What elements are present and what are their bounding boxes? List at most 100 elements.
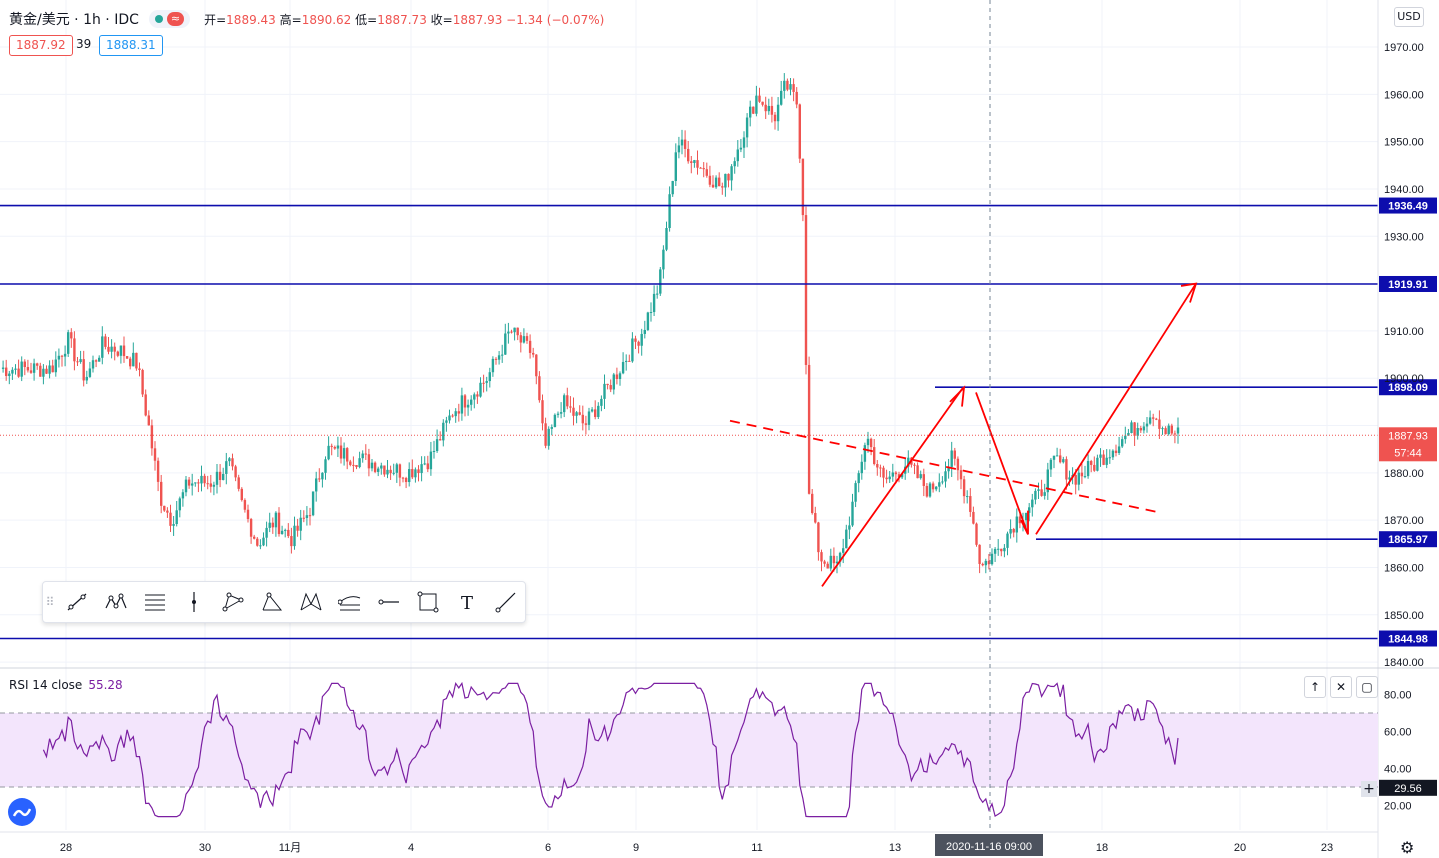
- ohlc-readout: 开=1889.43 高=1890.62 低=1887.73 收=1887.93 …: [204, 11, 604, 28]
- trend-line-icon[interactable]: [57, 583, 96, 621]
- level-label: 1865.97: [1388, 534, 1428, 546]
- currency-button[interactable]: USD: [1394, 7, 1424, 27]
- candle-body: [491, 358, 495, 373]
- close-pane-icon[interactable]: ✕: [1330, 676, 1352, 698]
- candle-body: [733, 161, 736, 167]
- fib-icon[interactable]: [135, 583, 174, 621]
- time-tick-label: 28: [60, 842, 72, 854]
- candle-body: [699, 167, 702, 169]
- candle-body: [1040, 489, 1043, 496]
- candle-body: [832, 555, 836, 564]
- pattern-icon[interactable]: [96, 583, 135, 621]
- candle-body: [141, 369, 144, 395]
- market-status[interactable]: ≈: [148, 10, 191, 28]
- candle-body: [789, 84, 792, 90]
- candle-body: [79, 359, 82, 362]
- horizontal-ray-icon[interactable]: [369, 583, 408, 621]
- candle-body: [637, 341, 640, 346]
- candle-body: [969, 496, 972, 512]
- candle-body: [581, 414, 584, 424]
- candle-body: [311, 491, 315, 516]
- time-tick-label: 13: [889, 842, 901, 854]
- candle-body: [63, 353, 67, 357]
- rsi-legend[interactable]: RSI 14 close 55.28: [9, 678, 123, 692]
- candle-body: [643, 329, 646, 334]
- candle-body: [1111, 450, 1115, 458]
- symbol-title[interactable]: 黄金/美元 · 1h · IDC: [9, 12, 139, 28]
- rsi-tick-label: 20.00: [1384, 801, 1412, 813]
- candle-body: [48, 365, 51, 374]
- fib-fan-icon[interactable]: [330, 583, 369, 621]
- add-level-icon[interactable]: +: [1361, 781, 1377, 797]
- candle-body: [339, 445, 343, 459]
- candle-body: [944, 471, 947, 482]
- rsi-tick-label: 60.00: [1384, 727, 1412, 739]
- candle-body: [556, 413, 560, 415]
- candle-body: [711, 184, 715, 188]
- candle-body: [67, 332, 70, 354]
- candle-body: [742, 137, 746, 148]
- rsi-line: [42, 681, 1179, 818]
- candle-body: [432, 450, 436, 452]
- candle-body: [85, 376, 88, 381]
- abcd-icon[interactable]: [252, 583, 291, 621]
- candle-body: [228, 458, 231, 462]
- move-up-icon[interactable]: ↑: [1304, 676, 1326, 698]
- candle-body: [451, 415, 454, 417]
- xabcd-icon[interactable]: [291, 583, 330, 621]
- candle-body: [780, 90, 783, 105]
- maximize-pane-icon[interactable]: ▢: [1356, 676, 1378, 698]
- candle-body: [1108, 457, 1111, 459]
- rectangle-icon[interactable]: [408, 583, 447, 621]
- candle-body: [1068, 477, 1071, 480]
- candle-body: [798, 104, 801, 159]
- bid-price-box[interactable]: 1887.92: [9, 35, 73, 56]
- candle-body: [1105, 457, 1108, 465]
- candle-body: [792, 84, 795, 92]
- text-icon[interactable]: T: [447, 583, 486, 621]
- price-tick-label: 1970.00: [1384, 42, 1424, 54]
- crosshair-time-label: 2020-11-16 09:00: [946, 841, 1032, 853]
- candle-body: [305, 515, 309, 519]
- candle-body: [1176, 427, 1180, 434]
- candle-body: [1034, 490, 1037, 500]
- candle-body: [882, 467, 885, 478]
- triangle-icon[interactable]: [213, 583, 252, 621]
- candle-body: [786, 80, 789, 90]
- candle-body: [696, 160, 699, 168]
- candle-body: [770, 105, 774, 115]
- candle-body: [690, 161, 693, 163]
- candle-body: [1148, 417, 1152, 424]
- tradingview-logo-icon[interactable]: [8, 798, 36, 826]
- candle-body: [938, 482, 941, 487]
- candle-body: [1121, 439, 1124, 447]
- candle-body: [206, 483, 209, 485]
- candle-body: [169, 512, 172, 526]
- candle-body: [1031, 499, 1034, 508]
- candle-body: [1164, 428, 1167, 435]
- settings-gear-icon[interactable]: ⚙: [1400, 838, 1415, 857]
- candle-body: [370, 462, 374, 469]
- vertical-line-icon[interactable]: [174, 583, 213, 621]
- ask-price-box[interactable]: 1888.31: [99, 35, 163, 56]
- candle-body: [649, 312, 653, 314]
- candle-body: [1080, 472, 1084, 477]
- candle-body: [17, 368, 20, 377]
- candle-body: [302, 517, 305, 519]
- candle-body: [485, 381, 488, 383]
- candle-body: [231, 458, 234, 467]
- drag-handle-icon[interactable]: ⠿: [45, 595, 55, 609]
- target-arrow-head: [1180, 282, 1198, 303]
- candle-body: [401, 477, 405, 479]
- down-arrow-head: [1020, 510, 1029, 535]
- candle-body: [510, 331, 513, 333]
- level-label: 1898.09: [1388, 382, 1428, 394]
- level-label-box: [1379, 197, 1437, 214]
- candle-body: [1077, 472, 1080, 485]
- time-tick-label: 18: [1096, 842, 1108, 854]
- candle-body: [984, 560, 987, 566]
- candle-body: [82, 359, 85, 381]
- time-tick-label: 30: [199, 842, 211, 854]
- ray-icon[interactable]: [486, 583, 525, 621]
